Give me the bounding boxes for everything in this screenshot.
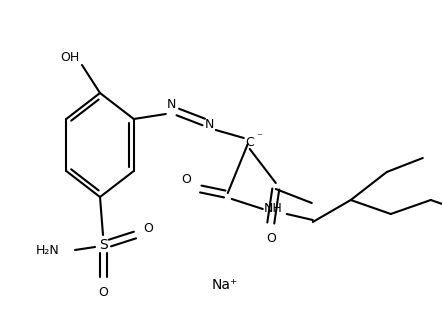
Text: S: S xyxy=(99,238,107,252)
Text: O: O xyxy=(266,233,276,245)
Text: Na⁺: Na⁺ xyxy=(212,278,238,292)
Text: H₂N: H₂N xyxy=(36,244,60,256)
Text: O: O xyxy=(143,223,153,235)
Text: N: N xyxy=(205,118,214,130)
Text: ⁻: ⁻ xyxy=(256,132,262,142)
Text: NH: NH xyxy=(263,203,282,215)
Text: O: O xyxy=(98,287,108,299)
Text: OH: OH xyxy=(61,50,80,64)
Text: C: C xyxy=(245,136,254,149)
Text: N: N xyxy=(167,98,176,110)
Text: O: O xyxy=(181,172,191,185)
